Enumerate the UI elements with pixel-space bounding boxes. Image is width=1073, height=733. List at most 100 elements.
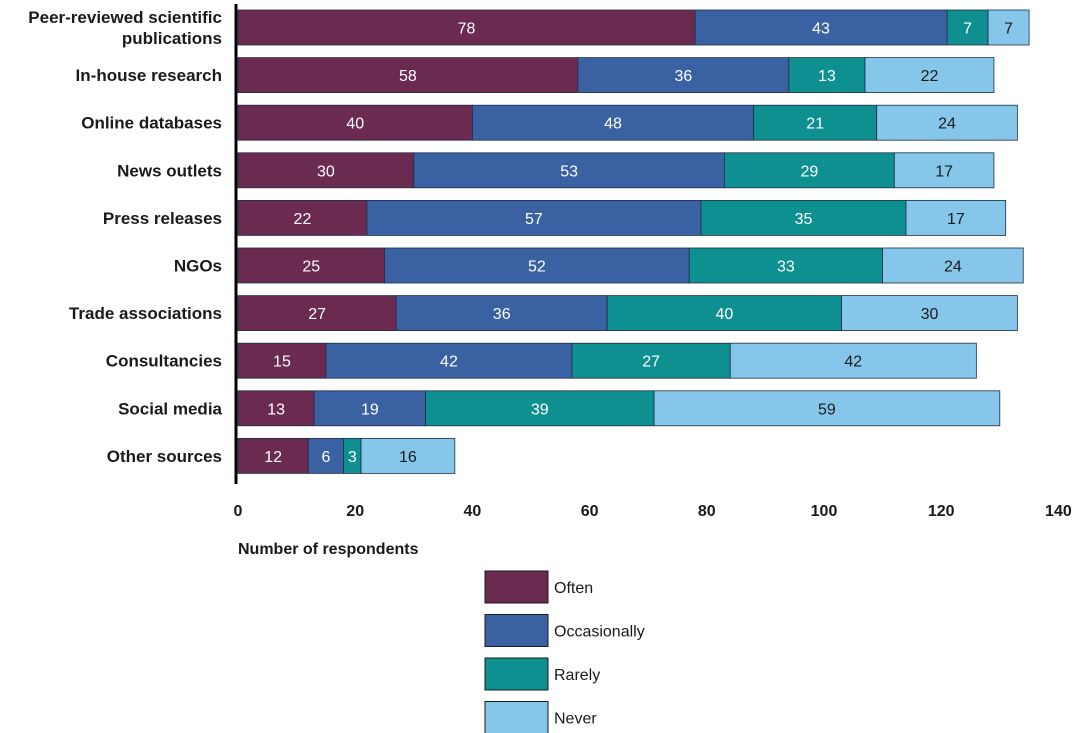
bar-segment-often [237,152,415,189]
bar-value-label: 53 [560,163,578,180]
legend-swatch-occasionally [484,614,549,647]
category-label: Press releases [103,209,222,228]
category-label-line: Trade associations [69,304,222,323]
x-tick-label: 120 [928,503,955,520]
category-label: Social media [118,399,222,418]
category-label-line: Social media [118,399,222,418]
x-tick-label: 60 [581,503,599,520]
category-label: Peer-reviewed scientific publications [28,8,222,48]
x-tick-label: 40 [464,503,482,520]
bar-segment-never [360,437,456,474]
legend: Often Occasionally Rarely Never [484,570,645,733]
bar-value-label: 42 [844,354,862,371]
bar-segment-often [237,342,327,379]
bar-value-label: 42 [440,354,458,371]
bar-value-label: 27 [642,354,660,371]
bar-segment-rarely [606,295,842,332]
bar-value-label: 17 [947,211,965,228]
bar-segment-never [653,390,1001,427]
x-tick-labels: 0 20 40 60 80 100 120 140 [234,503,1072,520]
bar-segment-rarely [700,199,907,236]
bar-segment-occasionally [366,199,702,236]
bar-segment-rarely [788,57,866,93]
bar-value-label: 22 [294,211,312,228]
x-tick-label: 20 [346,503,364,520]
bar-segment-occasionally [313,390,426,427]
x-tick-label: 80 [698,503,716,520]
bar-value-label: 36 [493,306,511,323]
bar-value-label: 39 [531,401,549,418]
legend-label: Rarely [554,667,600,684]
bar-value-label: 7 [1004,21,1013,38]
bar-segment-never [905,199,1007,236]
bar-value-label: 30 [921,306,939,323]
category-labels: Peer-reviewed scientific publications In-h… [28,8,222,466]
bar-value-label: 17 [935,163,953,180]
bar-segment-often [237,104,473,141]
bar-value-label: 57 [525,211,543,228]
bar-value-label: 40 [715,306,733,323]
category-label: News outlets [117,161,222,180]
category-label-line: Online databases [81,114,222,133]
bar-value-label: 35 [795,211,813,228]
bar-segment-never [864,57,995,93]
category-label-line: Other sources [107,447,222,466]
bar-value-label: 40 [346,116,364,133]
bar-value-label: 12 [264,449,282,466]
bar-segment-never [876,104,1018,141]
bar-segment-never [729,342,977,379]
bar-value-label: 13 [818,68,836,85]
bar-segment-often [237,437,309,474]
category-label-line: Consultancies [106,352,222,371]
bar-segment-occasionally [413,152,725,189]
bar-segment-occasionally [384,247,690,284]
bar-segment-never [841,295,1018,332]
bar-segment-rarely [425,390,655,427]
legend-swatch-rarely [484,657,549,691]
bar-value-label: 15 [273,354,291,371]
x-tick-label: 100 [811,503,838,520]
legend-label: Never [554,711,597,728]
bar-value-label: 7 [963,21,972,38]
bar-segment-often [237,199,368,236]
legend-swatch-often [484,570,549,604]
bar-value-label: 24 [944,259,962,276]
bar-value-label: 43 [812,21,830,38]
bar-value-label: 22 [921,68,939,85]
x-tick-label: 140 [1045,503,1072,520]
bar-value-label: 36 [674,68,692,85]
category-label-line: publications [122,29,222,48]
bar-segment-occasionally [577,57,790,93]
bar-value-label: 25 [302,259,320,276]
category-label: Other sources [107,447,222,466]
bar-segment-occasionally [694,9,948,46]
category-label-line: News outlets [117,161,222,180]
category-label: Trade associations [69,304,222,323]
bar-value-label: 24 [938,116,956,133]
bar-segment-often [237,295,397,332]
bar-segment-never [987,9,1030,46]
bar-segment-often [237,247,385,284]
bar-value-label: 29 [800,163,818,180]
legend-swatch-never [484,701,549,733]
bar-value-label: 52 [528,259,546,276]
bar-segment-often [237,57,579,93]
bar-value-label: 6 [321,449,330,466]
bar-segment-rarely [688,247,883,284]
bar-value-label: 27 [308,306,326,323]
x-axis-title: Number of respondents [238,541,419,558]
category-label-line: In-house research [76,66,222,85]
bar-segment-never [882,247,1024,284]
bar-value-label: 3 [348,449,357,466]
bar-value-label: 58 [399,68,417,85]
category-label: NGOs [174,257,222,276]
bar-value-label: 13 [267,401,285,418]
bar-segment-never [893,152,995,189]
bar-value-label: 16 [399,449,417,466]
bar-value-label: 33 [777,259,795,276]
legend-label: Occasionally [554,624,645,641]
category-label: Consultancies [106,352,222,371]
category-label-line: Press releases [103,209,222,228]
